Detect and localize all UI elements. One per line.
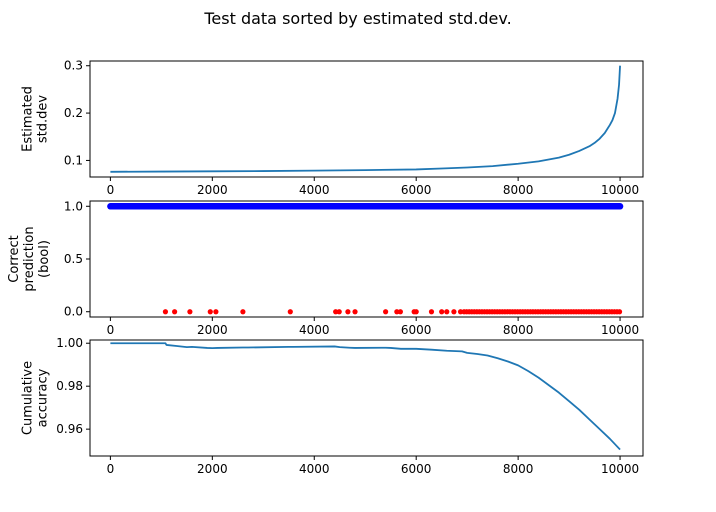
incorrect-point: [616, 309, 623, 315]
y-tick-label: 0.1: [64, 153, 83, 167]
x-tick-label: 0: [107, 462, 115, 476]
incorrect-point: [336, 309, 342, 315]
incorrect-point: [172, 309, 178, 315]
x-tick-label: 4000: [299, 462, 330, 476]
y-axis-label-line: Estimated: [21, 86, 36, 152]
y-axis-label-line: std.dev: [36, 95, 51, 144]
incorrect-point: [345, 309, 351, 315]
y-tick-label: 0.2: [64, 106, 83, 120]
y-tick-label: 0.5: [64, 252, 83, 266]
x-tick-label: 4000: [299, 183, 330, 197]
incorrect-point: [213, 309, 219, 315]
incorrect-point: [457, 309, 464, 315]
x-tick-label: 2000: [197, 462, 228, 476]
figure-title: Test data sorted by estimated std.dev.: [203, 9, 511, 28]
incorrect-point: [413, 309, 419, 315]
series-line: [110, 65, 621, 173]
x-tick-label: 0: [107, 183, 115, 197]
y-tick-label: 0.96: [56, 422, 83, 436]
incorrect-point: [207, 309, 213, 315]
incorrect-point: [451, 309, 457, 315]
incorrect-point: [162, 309, 169, 315]
y-axis-label: Estimatedstd.dev: [21, 86, 51, 152]
x-tick-label: 10000: [601, 323, 639, 337]
incorrect-point: [394, 309, 400, 315]
axes-frame: [89, 339, 644, 457]
x-tick-label: 0: [107, 323, 115, 337]
y-axis-label-line: accuracy: [36, 368, 51, 427]
x-tick-label: 6000: [401, 462, 432, 476]
x-tick-label: 4000: [299, 323, 330, 337]
incorrect-point: [352, 309, 358, 315]
y-tick-label: 0.98: [56, 379, 83, 393]
incorrect-point: [383, 309, 389, 315]
subplot-1: 0 2000 4000 6000 8000 10000 0.1 0.2 0.3 Estimated…: [21, 59, 644, 197]
x-tick-label: 2000: [197, 183, 228, 197]
x-tick-label: 10000: [601, 183, 639, 197]
incorrect-point: [428, 309, 435, 315]
series-line: [110, 342, 621, 451]
y-axis-label-line: (bool): [37, 240, 52, 278]
y-axis-label-line: Cumulative: [21, 361, 36, 435]
axes-frame: [89, 60, 644, 178]
x-tick-label: 8000: [503, 323, 534, 337]
x-tick-label: 8000: [503, 462, 534, 476]
y-axis-label-line: prediction: [22, 226, 37, 291]
y-tick-label: 0.3: [64, 59, 83, 73]
y-axis-label: Correctprediction(bool): [7, 226, 52, 291]
x-tick-label: 8000: [503, 183, 534, 197]
y-tick-label: 1.00: [56, 336, 83, 350]
incorrect-point: [287, 309, 293, 315]
x-tick-label: 6000: [401, 323, 432, 337]
incorrect-point: [187, 309, 193, 315]
x-tick-label: 10000: [601, 462, 639, 476]
incorrect-point: [439, 309, 445, 315]
incorrect-point: [444, 309, 450, 315]
y-axis-label-line: Correct: [7, 235, 22, 282]
axes-frame: [89, 200, 644, 318]
incorrect-point: [333, 309, 339, 315]
subplot-3: 0 2000 4000 6000 8000 10000 0.96 0.98 1.00 Cumula…: [21, 336, 644, 476]
x-tick-label: 6000: [401, 183, 432, 197]
y-axis-label: Cumulativeaccuracy: [21, 361, 51, 435]
x-tick-label: 2000: [197, 323, 228, 337]
incorrect-point: [240, 309, 246, 315]
y-tick-label: 1.0: [64, 199, 83, 213]
subplot-2: 0 2000 4000 6000 8000 10000 0.0 0.5 1.0 Correctpr…: [7, 199, 644, 337]
incorrect-point: [397, 309, 403, 315]
y-tick-label: 0.0: [64, 305, 83, 319]
